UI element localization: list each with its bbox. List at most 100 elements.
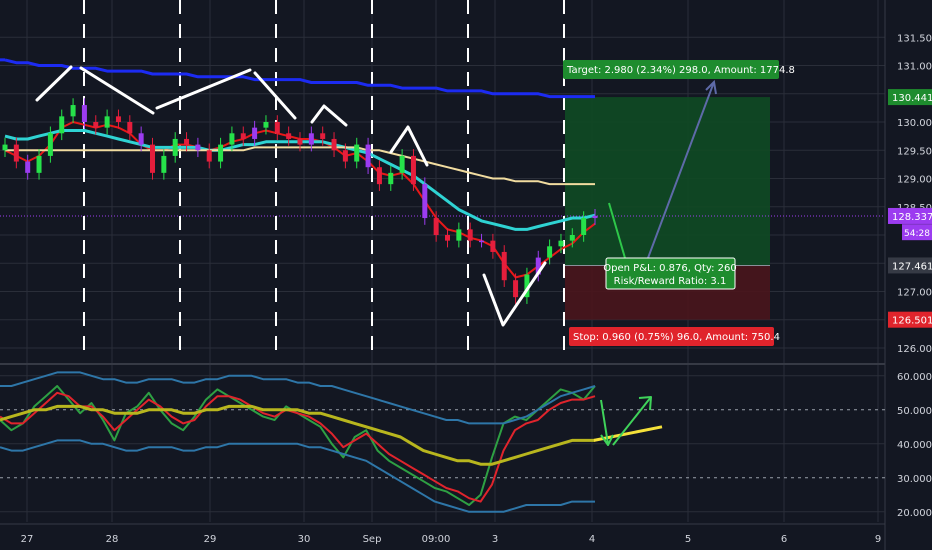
candle-body xyxy=(399,155,405,173)
candle-body xyxy=(308,133,314,145)
osc-axis-tick: 40.000 xyxy=(897,440,932,451)
pattern-stroke xyxy=(310,104,348,127)
candle-body xyxy=(184,138,190,145)
time-axis-tick: 9 xyxy=(875,534,881,545)
candle-body xyxy=(342,150,348,162)
osc-axis-tick: 60.000 xyxy=(897,372,932,383)
candle-body xyxy=(581,218,587,235)
pattern-annotations xyxy=(35,65,717,327)
candle-body xyxy=(331,138,337,151)
candle-body xyxy=(274,122,280,134)
time-axis-tick: 4 xyxy=(589,534,595,545)
target-label-bg xyxy=(563,60,779,79)
candle-body xyxy=(433,218,439,235)
candle-body xyxy=(150,144,155,173)
osc-signal-line xyxy=(0,404,595,466)
price-axis-tick: 129.500 xyxy=(897,146,932,157)
price-axis-tick: 127.000 xyxy=(897,288,932,299)
osc-lower-band xyxy=(0,439,595,513)
osc-axis-tick: 20.000 xyxy=(897,508,932,519)
candle-body xyxy=(229,133,235,145)
candle-body xyxy=(195,144,201,151)
candle-body xyxy=(240,133,246,139)
pattern-stroke xyxy=(389,125,429,167)
stop-label: Stop: 0.960 (0.75%) 96.0, Amount: 750.4 xyxy=(573,332,780,343)
candle-body xyxy=(47,133,53,156)
price-axis-tick: 131.000 xyxy=(897,62,932,73)
time-axis-tick: Sep xyxy=(363,534,382,545)
candles xyxy=(2,98,598,304)
candle-body xyxy=(524,274,530,298)
candle-body xyxy=(513,280,519,298)
candle-body xyxy=(569,235,575,241)
candle-body xyxy=(252,127,258,139)
pattern-stroke xyxy=(482,261,547,327)
osc-arrow-down xyxy=(600,399,609,445)
entry-price-tag: 127.461 xyxy=(892,261,932,272)
time-axis-tick: 28 xyxy=(106,534,119,545)
candle-body xyxy=(547,246,553,258)
candle-body xyxy=(445,235,450,241)
candle-body xyxy=(161,155,167,173)
candle-body xyxy=(320,133,326,139)
target-price-tag-bg xyxy=(888,89,932,106)
candle-body xyxy=(70,105,76,117)
stop-label-bg xyxy=(569,327,774,346)
candle-body xyxy=(286,133,292,139)
position-labels: Target: 2.980 (2.34%) 298.0, Amount: 177… xyxy=(563,60,795,346)
candle-body xyxy=(410,155,416,185)
candle-body xyxy=(59,116,65,134)
axes: 126.000126.500127.000127.500128.500129.0… xyxy=(21,33,932,545)
candle-body xyxy=(297,138,303,145)
candle-body xyxy=(479,240,485,243)
candle-body xyxy=(422,184,428,219)
pattern-stroke xyxy=(35,65,73,102)
pattern-stroke xyxy=(79,66,155,115)
osc-arrow-up xyxy=(612,396,652,446)
target-price-tag: 130.441 xyxy=(892,93,932,104)
osc-arrow-up-head xyxy=(638,396,652,411)
stop-price-tag-bg xyxy=(888,311,932,328)
candle-body xyxy=(388,172,394,185)
time-axis-tick: 6 xyxy=(781,534,787,545)
candle-body xyxy=(127,122,133,134)
price-axis-tick: 131.500 xyxy=(897,33,932,44)
candle-body xyxy=(467,229,473,241)
price-axis-tick: 129.000 xyxy=(897,175,932,186)
candle-body xyxy=(354,144,360,162)
candle-body xyxy=(365,144,371,168)
candle-body xyxy=(376,167,382,185)
osc-slow-line xyxy=(0,391,596,503)
projection-line xyxy=(593,425,663,442)
candle-body xyxy=(104,116,110,128)
forecast-arrow-head xyxy=(705,79,717,95)
countdown-label: 54:28 xyxy=(904,229,930,239)
candle-body xyxy=(93,122,99,128)
pattern-stroke xyxy=(253,71,297,120)
candle-body xyxy=(13,144,19,162)
candle-body xyxy=(456,229,462,241)
osc-arrow-down-head xyxy=(600,434,614,446)
target-zone xyxy=(565,97,770,266)
time-axis-tick: 27 xyxy=(21,534,34,545)
candle-body xyxy=(501,251,507,281)
candle-body xyxy=(490,240,496,252)
price-axis-tick: 126.000 xyxy=(897,344,932,355)
target-label: Target: 2.980 (2.34%) 298.0, Amount: 177… xyxy=(566,65,795,76)
osc-axis-tick: 30.000 xyxy=(897,474,932,485)
candle-body xyxy=(535,257,541,275)
time-axis-tick: 30 xyxy=(298,534,311,545)
entry-pointer xyxy=(608,202,626,259)
countdown-bg xyxy=(902,224,932,241)
time-axis-tick: 3 xyxy=(492,534,498,545)
candle-body xyxy=(206,150,212,162)
candle-body xyxy=(263,122,269,128)
current-price-tag-bg xyxy=(888,207,932,224)
candle-body xyxy=(81,105,87,122)
time-axis-tick: 29 xyxy=(204,534,217,545)
stop-price-tag: 126.501 xyxy=(892,316,932,327)
candle-body xyxy=(592,215,598,219)
current-price-tag: 128.337 xyxy=(892,212,932,223)
